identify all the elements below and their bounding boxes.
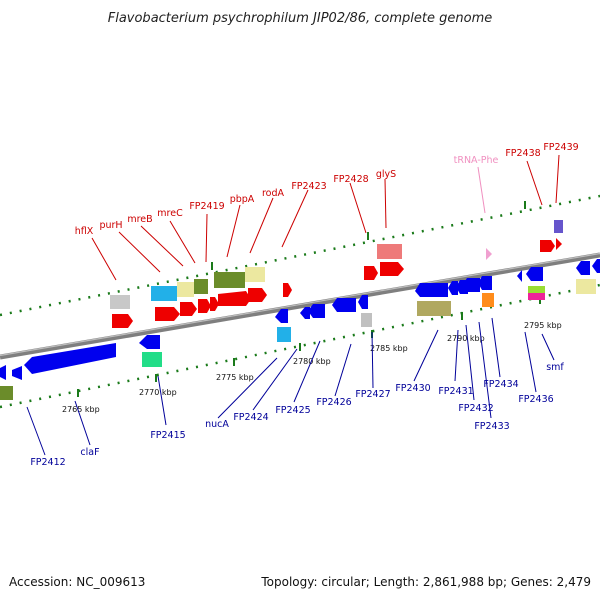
gene-block-grey[interactable] [110,295,130,309]
gene-FP2430[interactable] [417,301,451,316]
scale-label-2795: 2795 kbp [524,321,562,330]
gene-FP2425[interactable] [308,304,325,318]
label-nucA[interactable]: nucA [205,419,229,430]
gene-rodA[interactable] [248,288,267,302]
forward-genes [110,220,563,328]
label-FP2428[interactable]: FP2428 [333,174,368,185]
gene-FP2428[interactable] [364,266,378,280]
major-ticks [77,201,541,397]
upper-guide-line [0,194,600,317]
gene-mreB[interactable] [180,302,197,316]
gene-purH[interactable] [155,307,180,321]
gene-block-olive-2[interactable] [214,272,245,288]
label-FP2436[interactable]: FP2436 [518,394,553,405]
label-purH[interactable]: purH [99,220,122,231]
gene-FP2434[interactable] [482,293,494,307]
gene-claF[interactable] [24,343,116,374]
label-FP2433[interactable]: FP2433 [474,421,509,432]
gene-FP2415-arrow[interactable] [139,335,160,349]
label-FP2419[interactable]: FP2419 [189,201,224,212]
label-FP2415[interactable]: FP2415 [150,430,185,441]
genome-backbone-highlight [0,252,600,357]
scale-label-2770: 2770 kbp [139,388,177,397]
scale-label-2780: 2780 kbp [293,357,331,366]
accession-text: Accession: NC_009613 [9,575,145,589]
gene-FP2436-small[interactable] [517,270,522,282]
label-FP2424[interactable]: FP2424 [233,412,268,423]
label-FP2438[interactable]: FP2438 [505,148,540,159]
label-FP2432[interactable]: FP2432 [458,403,493,414]
gene-reverse-edge[interactable] [0,365,6,380]
upper-leader-lines [91,154,560,281]
label-FP2425[interactable]: FP2425 [275,405,310,416]
label-FP2434[interactable]: FP2434 [483,379,518,390]
scale-label-2790: 2790 kbp [447,334,485,343]
scale-label-2775: 2775 kbp [216,373,254,382]
gene-FP2433[interactable] [462,278,480,292]
label-pbpA[interactable]: pbpA [230,194,255,205]
gene-FP2412[interactable] [12,366,22,380]
label-FP2439[interactable]: FP2439 [543,142,578,153]
genome-backbone [0,252,600,360]
label-FP2412[interactable]: FP2412 [30,457,65,468]
gene-FP2419[interactable] [210,297,219,311]
gene-FP2438[interactable] [540,240,555,252]
label-claF[interactable]: claF [80,447,99,458]
page-title: Flavobacterium psychrophilum JIP02/86, c… [108,11,493,26]
lower-guide-line [0,283,600,409]
gene-smf[interactable] [576,279,596,294]
gene-FP2439[interactable] [554,220,563,233]
label-smf[interactable]: smf [546,362,564,373]
gene-FP2436-green[interactable] [528,286,545,293]
gene-tRNA-Phe[interactable] [486,248,492,260]
gene-hflX[interactable] [112,314,133,328]
scale-label-2765: 2765 kbp [62,405,100,414]
gene-FP2415[interactable] [142,352,162,367]
label-rodA[interactable]: rodA [262,188,285,199]
reverse-genes [0,259,600,400]
label-FP2427[interactable]: FP2427 [355,389,390,400]
gene-smf-arrow[interactable] [576,261,590,275]
label-mreB[interactable]: mreB [127,214,152,225]
label-hflX[interactable]: hflX [75,226,94,237]
scale-label-2785: 2785 kbp [370,344,408,353]
gene-block-yellow-2[interactable] [245,267,265,282]
gene-block-pink[interactable] [377,244,402,259]
gene-FP2423[interactable] [283,283,292,297]
label-glyS[interactable]: glyS [376,169,396,180]
gene-glyS[interactable] [380,262,404,276]
upper-labels: hflX purH mreB mreC FP2419 pbpA rodA FP2… [75,142,579,237]
genome-summary-text: Topology: circular; Length: 2,861,988 bp… [260,575,591,589]
gene-FP2436-arrow[interactable] [526,267,543,281]
label-FP2423[interactable]: FP2423 [291,181,326,192]
gene-FP2439-arrow[interactable] [556,238,562,250]
gene-block-cyan[interactable] [151,286,177,301]
gene-right-edge[interactable] [592,259,600,273]
label-mreC[interactable]: mreC [157,208,183,219]
label-FP2426[interactable]: FP2426 [316,397,351,408]
gene-block-yellow[interactable] [177,282,194,297]
gene-FP2430-arrow[interactable] [415,283,448,297]
gene-nucA[interactable] [277,327,291,342]
label-FP2430[interactable]: FP2430 [395,383,430,394]
gene-FP2436-magenta[interactable] [528,293,545,300]
gene-block-olive-lower[interactable] [0,386,13,400]
gene-mreC[interactable] [198,299,211,313]
label-FP2431[interactable]: FP2431 [438,386,473,397]
gene-FP2431[interactable] [448,281,458,295]
lower-leader-lines [26,317,555,456]
gene-FP2427[interactable] [361,313,372,327]
gene-FP2427-arrow[interactable] [358,295,368,309]
gene-pbpA[interactable] [218,291,251,306]
gene-FP2424[interactable] [300,307,310,319]
gene-nucA-arrow[interactable] [275,309,288,323]
gene-FP2426[interactable] [332,298,356,312]
trna-leader-line [477,166,486,214]
label-tRNA-Phe[interactable]: tRNA-Phe [454,155,499,166]
gene-FP2434-arrow[interactable] [478,276,492,290]
gene-block-olive[interactable] [194,279,208,294]
lower-labels: FP2412 claF FP2415 nucA FP2424 FP2425 FP… [30,362,564,468]
